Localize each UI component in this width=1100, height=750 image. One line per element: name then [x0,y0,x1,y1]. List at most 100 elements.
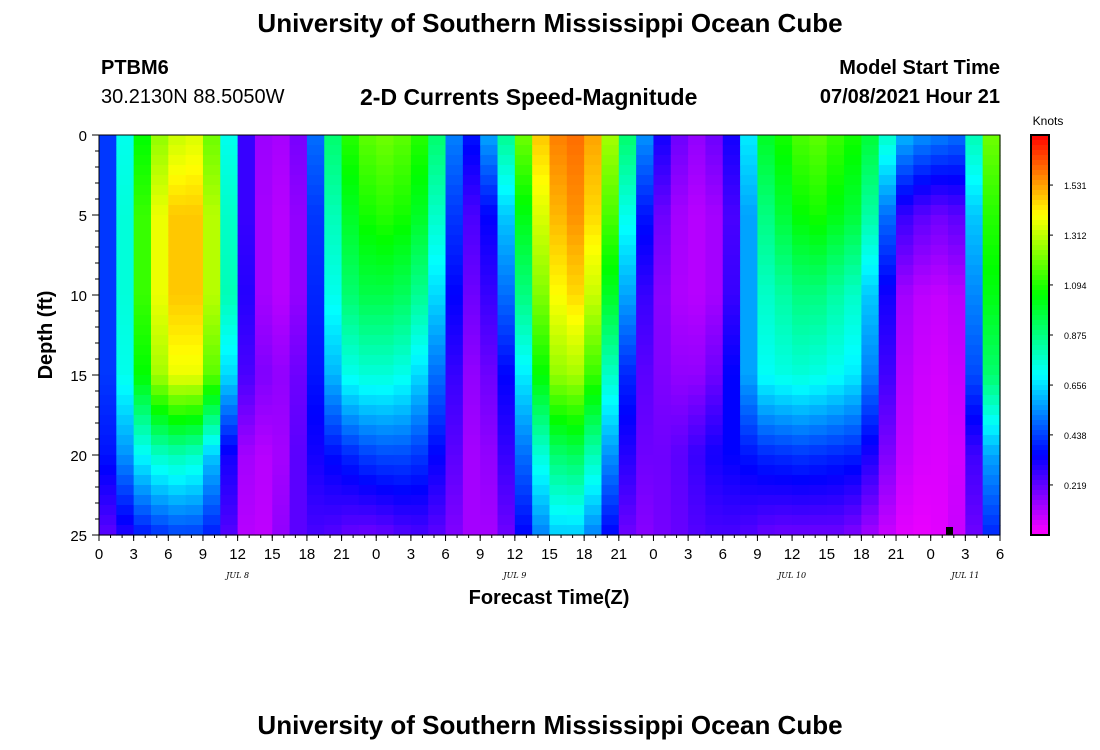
heatmap-cell [826,225,845,236]
heatmap-cell [601,155,620,166]
heatmap-cell [150,495,169,506]
heatmap-cell [272,315,291,326]
heatmap-cell [185,175,204,186]
heatmap-cell [601,505,620,516]
y-tick-label: 20 [70,448,87,465]
heatmap-cell [254,235,273,246]
heatmap-cell [376,145,395,156]
heatmap-cell [740,435,759,446]
footer-title: University of Southern Mississippi Ocean… [257,710,843,740]
heatmap-cell [410,175,429,186]
heatmap-cell [930,385,949,396]
heatmap-cell [861,225,880,236]
heatmap-cell [722,145,741,156]
heatmap-cell [913,325,932,336]
heatmap-cell [99,515,117,526]
heatmap-cell [185,215,204,226]
colorbar-segment [1031,135,1049,141]
heatmap-cell [497,325,516,336]
heatmap-cell [653,335,672,346]
heatmap-cell [341,315,360,326]
colorbar-segment [1031,290,1049,296]
heatmap-cell [341,475,360,486]
heatmap-cell [965,375,984,386]
colorbar-segment [1031,190,1049,196]
heatmap-cell [462,385,481,396]
heatmap-cell [688,515,707,526]
heatmap-cell [532,135,551,146]
heatmap-cell [237,175,256,186]
heatmap-cell [757,445,776,456]
heatmap-cell [896,465,914,476]
heatmap-cell [393,325,412,336]
heatmap-cell [462,195,481,206]
heatmap-cell [740,525,759,536]
heatmap-cell [896,275,914,286]
heatmap-cell [410,405,429,416]
heatmap-cell [982,145,1001,156]
colorbar-segment [1031,280,1049,286]
heatmap-cell [792,345,811,356]
heatmap-cell [445,165,464,176]
heatmap-cell [757,385,776,396]
heatmap-cell [480,325,499,336]
heatmap-cell [116,135,135,146]
heatmap-cell [549,335,568,346]
heatmap-cell [688,285,707,296]
heatmap-cell [462,305,481,316]
heatmap-cell [497,505,516,516]
heatmap-cell [306,285,325,296]
heatmap-cell [826,315,845,326]
heatmap-cell [462,455,481,466]
y-tick-label: 0 [79,128,87,145]
heatmap-cell [99,455,117,466]
heatmap-cell [168,365,187,376]
heatmap-cell [254,365,273,376]
heatmap-cell [930,325,949,336]
heatmap-cell [99,525,117,536]
heatmap-cell [653,415,672,426]
heatmap-cell [844,355,862,366]
heatmap-cell [705,405,724,416]
heatmap-cell [670,305,689,316]
heatmap-cell [618,155,637,166]
heatmap-cell [705,365,724,376]
heatmap-cell [168,295,187,306]
heatmap-cell [948,375,966,386]
heatmap-cell [948,425,966,436]
heatmap-cell [844,255,862,266]
heatmap-cell [809,335,828,346]
heatmap-cell [237,195,256,206]
heatmap-cell [566,465,585,476]
heatmap-cell [168,375,187,386]
heatmap-cell [861,385,880,396]
heatmap-cell [913,335,932,346]
heatmap-cell [792,305,811,316]
heatmap-cell [653,195,672,206]
heatmap-cell [358,195,377,206]
heatmap-cell [514,485,533,496]
heatmap-cell [168,245,187,256]
heatmap-cell [116,345,135,356]
heatmap-cell [757,475,776,486]
heatmap-cell [757,285,776,296]
heatmap-cell [497,425,516,436]
heatmap-cell [393,365,412,376]
heatmap-cell [861,175,880,186]
heatmap-cell [878,515,897,526]
heatmap-cell [220,355,239,366]
heatmap-cell [930,515,949,526]
heatmap-cell [133,235,152,246]
heatmap-cell [393,395,412,406]
heatmap-cell [254,375,273,386]
heatmap-cell [289,525,308,536]
heatmap-cell [948,365,966,376]
heatmap-cell [220,165,239,176]
heatmap-cell [844,475,862,486]
heatmap-cell [618,305,637,316]
heatmap-cell [705,315,724,326]
heatmap-cell [185,345,204,356]
heatmap-cell [462,275,481,286]
heatmap-cell [601,335,620,346]
heatmap-cell [740,415,759,426]
